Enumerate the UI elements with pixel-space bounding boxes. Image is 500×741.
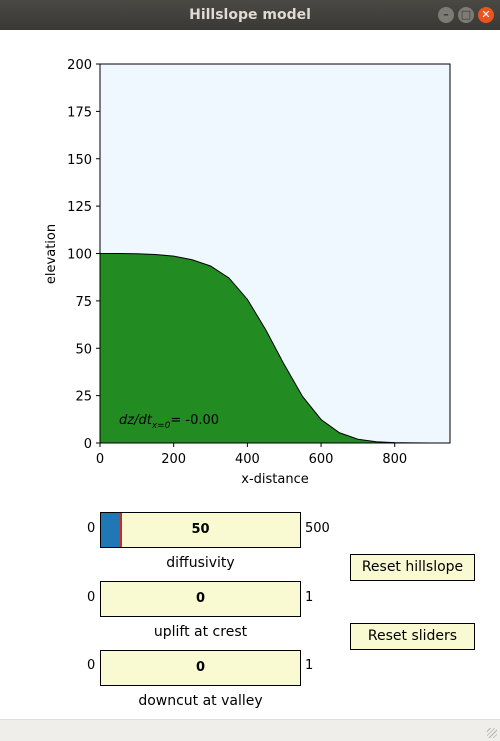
close-icon[interactable]: ✕	[478, 7, 494, 23]
x-tick-label: 600	[309, 452, 334, 467]
y-tick-label: 0	[84, 437, 92, 452]
diffusivity-slider[interactable]: 50	[100, 512, 301, 548]
y-tick-label: 200	[67, 58, 92, 73]
elevation-chart: 0 200 400 600 800 0 25 50 75 100 125 150 175 200 x-d…	[44, 58, 451, 487]
uplift-value: 0	[195, 591, 206, 606]
y-axis-label: elevation	[44, 224, 59, 284]
diffusivity-label: diffusivity	[166, 555, 235, 571]
x-tick-label: 0	[96, 452, 104, 467]
diffusivity-slider-fill	[101, 513, 121, 547]
y-tick-label: 100	[67, 248, 92, 263]
downcut-slider[interactable]: 0	[100, 650, 301, 686]
y-tick-label: 75	[75, 295, 92, 310]
downcut-label: downcut at valley	[138, 693, 263, 709]
reset-sliders-button[interactable]: Reset sliders	[350, 623, 475, 650]
diffusivity-slider-handle[interactable]	[119, 513, 122, 547]
uplift-min-label: 0	[87, 590, 96, 605]
x-axis-ticks: 0 200 400 600 800	[96, 443, 407, 467]
window-title: Hillslope model	[189, 7, 311, 23]
y-tick-label: 150	[67, 153, 92, 168]
diffusivity-value: 50	[191, 522, 210, 537]
diffusivity-max-label: 500	[305, 521, 330, 536]
annotation-subscript: x=0	[151, 421, 171, 431]
status-bar	[0, 719, 500, 741]
slope-annotation: dz/dtx=0= -0.00	[119, 413, 219, 431]
x-tick-label: 800	[382, 452, 407, 467]
reset-hillslope-button[interactable]: Reset hillslope	[350, 554, 475, 581]
y-axis-ticks: 0 25 50 75 100 125 150 175 200	[67, 58, 100, 452]
downcut-min-label: 0	[87, 658, 96, 673]
y-tick-label: 50	[75, 342, 92, 357]
x-tick-label: 400	[235, 452, 260, 467]
y-tick-label: 125	[67, 200, 92, 215]
x-axis-label: x-distance	[241, 472, 308, 487]
downcut-value: 0	[195, 660, 206, 675]
x-tick-label: 200	[161, 452, 186, 467]
downcut-max-label: 1	[305, 658, 314, 673]
diffusivity-min-label: 0	[87, 521, 96, 536]
annotation-prefix: dz/dt	[119, 413, 153, 428]
uplift-label: uplift at crest	[153, 624, 248, 640]
title-bar[interactable]: Hillslope model – □ ✕	[0, 0, 500, 30]
uplift-slider[interactable]: 0	[100, 581, 301, 617]
y-tick-label: 25	[75, 390, 92, 405]
annotation-value: = -0.00	[170, 413, 219, 428]
uplift-max-label: 1	[305, 590, 314, 605]
resize-grip-icon[interactable]	[487, 728, 497, 738]
y-tick-label: 175	[67, 105, 92, 120]
minimize-icon[interactable]: –	[438, 7, 454, 23]
maximize-icon[interactable]: □	[458, 7, 474, 23]
